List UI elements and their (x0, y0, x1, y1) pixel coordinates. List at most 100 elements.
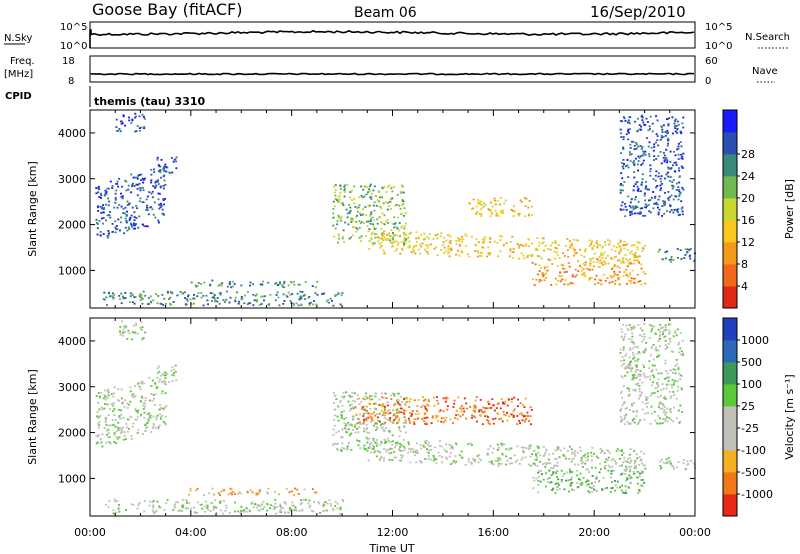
freq-label: Freq. (10, 56, 35, 67)
nave-tick-top: 60 (705, 56, 718, 67)
velocity-echo-region-8 (532, 469, 646, 494)
power-colorbar-segment-4 (723, 198, 737, 221)
power-colorbar-tick-5: 24 (741, 170, 755, 183)
velocity-colorbar-tick-3: 25 (741, 400, 755, 413)
velocity-y-tick-0: 1000 (58, 472, 86, 485)
nsearch-tick-top: 10^5 (705, 22, 732, 33)
freq-unit-label: [MHz] (4, 69, 33, 80)
velocity-colorbar-segment-4 (723, 406, 737, 429)
velocity-colorbar-tick-4: -25 (741, 422, 759, 435)
nave-tick-bottom: 0 (705, 76, 711, 87)
power-colorbar-segment-2 (723, 242, 737, 265)
velocity-y-ticks: 1000 2000 3000 4000 (58, 335, 695, 485)
velocity-scatter (95, 320, 696, 515)
nsky-tick-top: 10^5 (60, 22, 87, 33)
power-colorbar-segment-6 (723, 154, 737, 177)
power-colorbar-tick-3: 16 (741, 214, 755, 227)
power-colorbar-segment-5 (723, 176, 737, 199)
velocity-y-tick-3: 4000 (58, 335, 86, 348)
velocity-x-ticks (89, 318, 696, 516)
nsky-trace (89, 29, 695, 48)
power-echo-region-3 (190, 279, 319, 289)
cpid-value: themis (tau) 3310 (94, 95, 206, 108)
velocity-echo-region-6 (367, 437, 647, 473)
power-colorbar-segment-3 (723, 220, 737, 243)
velocity-echo-region-1 (119, 320, 147, 341)
power-y-tick-2: 3000 (58, 173, 86, 186)
velocity-echo-region-9 (619, 323, 685, 426)
velocity-echo-region-2 (156, 364, 178, 383)
beam-title: Beam 06 (354, 5, 417, 21)
station-title: Goose Bay (fitACF) (92, 0, 242, 19)
power-echo-region-0 (95, 165, 167, 239)
power-colorbar-tick-1: 8 (741, 258, 748, 271)
nsky-panel: N.Sky 10^5 10^0 10^5 10^0 N.Search (4, 21, 790, 52)
velocity-colorbar-segment-6 (723, 362, 737, 385)
time-tick-5: 20:00 (578, 526, 610, 539)
velocity-colorbar: 1000 500 100 25 -25 -100 -500 -1000 (722, 317, 773, 517)
nave-label: Nave (752, 66, 778, 77)
velocity-echo-region-0 (95, 371, 168, 448)
power-y-tick-1: 2000 (58, 219, 86, 232)
power-colorbar-segment-0 (723, 286, 737, 309)
time-tick-6: 00:00 (679, 526, 711, 539)
velocity-colorbar-tick-2: 100 (741, 378, 762, 391)
power-colorbar-tick-2: 12 (741, 236, 755, 249)
power-y-tick-3: 4000 (58, 127, 86, 140)
nsky-tick-bottom: 10^0 (60, 41, 87, 52)
power-colorbar-tick-0: 4 (741, 280, 748, 293)
power-echo-region-4 (102, 290, 344, 307)
velocity-echo-region-4 (104, 498, 345, 515)
velocity-colorbar-tick-0: 1000 (741, 334, 769, 347)
time-tick-0: 00:00 (74, 526, 106, 539)
time-tick-1: 04:00 (175, 526, 207, 539)
time-axis-labels: 00:00 04:00 08:00 12:00 16:00 20:00 00:00 (74, 526, 711, 539)
power-echo-region-8 (531, 261, 647, 286)
power-ylabel: Slant Range [km] (26, 161, 39, 257)
power-panel: 1000 2000 3000 4000 Slant Range [km] 4 8 12 16… (26, 109, 796, 309)
power-scatter (95, 112, 696, 307)
velocity-colorbar-label: Velocity [m s⁻¹] (783, 374, 796, 459)
freq-trace (90, 72, 695, 76)
power-echo-region-2 (156, 156, 178, 174)
time-tick-3: 12:00 (377, 526, 409, 539)
velocity-colorbar-segment-1 (723, 472, 737, 495)
power-echo-region-6 (367, 230, 646, 265)
nsky-label: N.Sky (4, 33, 32, 44)
velocity-echo-region-5 (332, 391, 407, 453)
nsearch-tick-bottom: 10^0 (705, 41, 732, 52)
power-colorbar-segment-1 (723, 264, 737, 287)
velocity-panel: 1000 2000 3000 4000 Slant Range [km] 1000 50… (26, 317, 796, 517)
power-echo-region-9 (619, 114, 685, 218)
velocity-colorbar-segment-2 (723, 450, 737, 473)
power-echo-region-7 (468, 197, 534, 218)
power-colorbar-segment-8 (723, 110, 737, 133)
velocity-colorbar-tick-1: 500 (741, 356, 762, 369)
velocity-colorbar-segment-7 (723, 340, 737, 363)
power-y-ticks: 1000 2000 3000 4000 (58, 127, 695, 277)
velocity-colorbar-segment-8 (723, 318, 737, 341)
freq-panel: Freq. [MHz] 18 8 60 0 Nave (4, 55, 778, 87)
velocity-colorbar-segment-5 (723, 384, 737, 407)
power-y-tick-0: 1000 (58, 264, 86, 277)
time-axis-title: Time UT (368, 542, 414, 554)
velocity-echo-region-3 (188, 487, 318, 497)
time-tick-2: 08:00 (276, 526, 308, 539)
power-colorbar-tick-4: 20 (741, 192, 755, 205)
velocity-ylabel: Slant Range [km] (26, 369, 39, 465)
power-colorbar-tick-6: 28 (741, 148, 755, 161)
freq-tick-bottom: 8 (68, 76, 74, 87)
nsearch-label: N.Search (745, 32, 790, 43)
power-echo-region-10 (657, 248, 696, 263)
power-colorbar-label: Power [dB] (783, 179, 796, 239)
velocity-colorbar-segment-3 (723, 428, 737, 451)
power-colorbar: 4 8 12 16 20 24 28 (722, 109, 755, 309)
time-tick-4: 16:00 (477, 526, 509, 539)
velocity-echo-region-7 (354, 396, 533, 426)
cpid-label: CPID (5, 91, 32, 102)
velocity-y-tick-2: 3000 (58, 381, 86, 394)
freq-tick-top: 18 (62, 56, 75, 67)
power-echo-region-1 (115, 112, 146, 133)
velocity-colorbar-tick-7: -1000 (741, 488, 773, 501)
